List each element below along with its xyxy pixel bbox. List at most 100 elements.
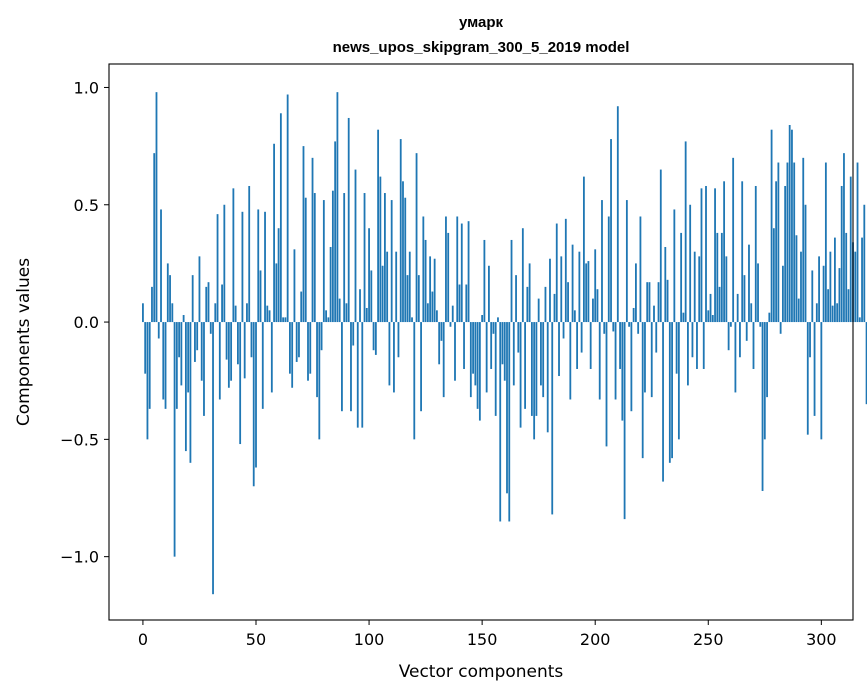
bar-19 bbox=[184, 322, 187, 452]
bar-108 bbox=[386, 251, 389, 323]
bar-74 bbox=[309, 322, 312, 374]
bar-261 bbox=[732, 157, 735, 323]
x-tick-label: 100 bbox=[354, 630, 385, 649]
bar-294 bbox=[806, 322, 809, 435]
bar-110 bbox=[390, 200, 393, 323]
bar-197 bbox=[587, 261, 590, 323]
bar-62 bbox=[282, 317, 285, 323]
bar-17 bbox=[180, 322, 183, 386]
bar-36 bbox=[223, 204, 226, 323]
bar-300 bbox=[820, 322, 823, 440]
bar-111 bbox=[393, 322, 395, 393]
bar-211 bbox=[619, 322, 621, 369]
bar-107 bbox=[383, 193, 386, 323]
bar-251 bbox=[709, 293, 712, 323]
x-tick-label: 250 bbox=[693, 630, 724, 649]
bar-11 bbox=[166, 263, 169, 323]
bar-83 bbox=[329, 246, 332, 323]
bar-309 bbox=[840, 185, 843, 323]
bar-60 bbox=[277, 228, 280, 323]
bar-129 bbox=[433, 258, 436, 323]
bar-2 bbox=[146, 322, 149, 440]
bar-155 bbox=[492, 322, 495, 334]
bar-104 bbox=[377, 129, 380, 323]
bar-124 bbox=[422, 216, 425, 323]
bar-48 bbox=[250, 322, 253, 358]
bar-49 bbox=[252, 322, 255, 487]
bar-136 bbox=[449, 322, 452, 327]
chart-title-line1: умарк bbox=[459, 14, 504, 31]
bar-12 bbox=[169, 275, 171, 323]
bar-77 bbox=[316, 322, 318, 398]
bar-296 bbox=[811, 270, 814, 323]
bar-133 bbox=[442, 322, 445, 398]
bar-186 bbox=[562, 322, 565, 339]
bar-137 bbox=[451, 305, 454, 323]
bar-269 bbox=[750, 303, 753, 323]
bar-109 bbox=[388, 322, 391, 386]
y-tick-label: 1.0 bbox=[74, 78, 99, 97]
bar-185 bbox=[560, 256, 563, 323]
bar-71 bbox=[302, 146, 305, 323]
bar-167 bbox=[519, 322, 522, 428]
bar-43 bbox=[239, 322, 242, 445]
bar-239 bbox=[682, 312, 685, 323]
bar-40 bbox=[232, 188, 235, 323]
bar-250 bbox=[707, 310, 710, 323]
bar-224 bbox=[648, 282, 651, 323]
bar-6 bbox=[155, 92, 158, 323]
bar-97 bbox=[361, 322, 364, 428]
bar-183 bbox=[555, 223, 558, 323]
bar-187 bbox=[564, 218, 567, 323]
bar-270 bbox=[752, 322, 755, 369]
bar-229 bbox=[659, 169, 662, 323]
bar-63 bbox=[284, 317, 287, 323]
bar-227 bbox=[655, 322, 658, 353]
bar-69 bbox=[298, 322, 300, 358]
bar-42 bbox=[237, 322, 239, 365]
bar-217 bbox=[632, 307, 635, 323]
bar-284 bbox=[784, 185, 787, 323]
y-tick-label: −1.0 bbox=[60, 548, 99, 567]
bar-278 bbox=[770, 129, 773, 323]
bar-141 bbox=[460, 223, 463, 323]
bar-235 bbox=[673, 209, 676, 323]
bar-18 bbox=[182, 315, 185, 323]
y-axis-ticks: −1.0 −0.5 0.0 0.5 1.0 bbox=[60, 78, 109, 567]
bar-159 bbox=[501, 322, 504, 365]
y-tick-label: 0.0 bbox=[74, 313, 99, 332]
bar-81 bbox=[325, 310, 327, 323]
bar-277 bbox=[768, 312, 771, 323]
bar-212 bbox=[621, 322, 624, 421]
bar-123 bbox=[420, 322, 422, 412]
bar-176 bbox=[540, 322, 542, 386]
bar-20 bbox=[187, 322, 190, 393]
bar-222 bbox=[644, 322, 646, 393]
bar-205 bbox=[605, 322, 608, 447]
bar-171 bbox=[528, 263, 531, 323]
bar-174 bbox=[535, 322, 538, 416]
bar-47 bbox=[248, 185, 251, 323]
bar-30 bbox=[209, 322, 212, 334]
bar-254 bbox=[716, 232, 719, 323]
bar-127 bbox=[429, 256, 432, 323]
bar-9 bbox=[162, 322, 165, 400]
bar-240 bbox=[684, 141, 687, 323]
bar-196 bbox=[585, 263, 588, 323]
bar-303 bbox=[827, 289, 830, 323]
bar-51 bbox=[257, 209, 260, 323]
bar-27 bbox=[203, 322, 205, 416]
bar-219 bbox=[637, 322, 640, 334]
bar-25 bbox=[198, 256, 201, 323]
bar-306 bbox=[834, 237, 836, 323]
bar-39 bbox=[230, 322, 233, 381]
bar-117 bbox=[406, 275, 409, 323]
bar-313 bbox=[849, 176, 852, 323]
bar-50 bbox=[255, 322, 257, 468]
bar-121 bbox=[415, 153, 418, 323]
bar-243 bbox=[691, 322, 694, 358]
bar-225 bbox=[650, 322, 653, 398]
bar-299 bbox=[818, 256, 820, 323]
bar-160 bbox=[503, 322, 506, 381]
